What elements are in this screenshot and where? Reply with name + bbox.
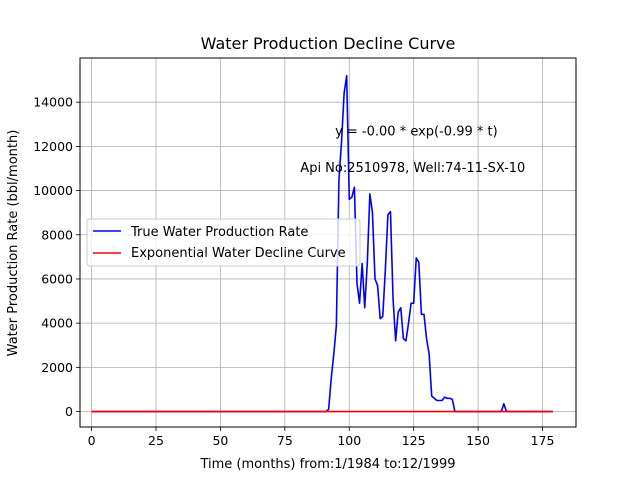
ticks: 0 25 50 75 100 125 150 175 0 2000 4000 6000 8000 1000…	[33, 95, 554, 448]
chart-title: Water Production Decline Curve	[201, 34, 456, 53]
y-axis-label: Water Production Rate (bbl/month)	[6, 130, 21, 357]
y-tick-label: 0	[65, 404, 73, 419]
plot-frame	[79, 57, 577, 428]
y-tick-label: 4000	[41, 316, 73, 331]
x-tick-label: 125	[402, 433, 426, 448]
x-tick-label: 75	[277, 433, 293, 448]
annotation-1: Api No:2510978, Well:74-11-SX-10	[300, 161, 525, 176]
x-tick-label: 100	[337, 433, 361, 448]
x-tick-label: 175	[531, 433, 555, 448]
y-tick-label: 6000	[41, 271, 73, 286]
y-tick-label: 10000	[33, 183, 73, 198]
x-tick-label: 25	[148, 433, 164, 448]
y-tick-label: 14000	[33, 95, 73, 110]
legend: True Water Production Rate Exponential W…	[86, 218, 361, 267]
x-tick-label: 50	[212, 433, 228, 448]
series-line-0	[91, 74, 553, 413]
legend-label-true-water: True Water Production Rate	[130, 225, 308, 240]
x-tick-label: 150	[466, 433, 490, 448]
annotation-0: y = -0.00 * exp(-0.99 * t)	[335, 124, 498, 139]
x-tick-label: 0	[88, 433, 96, 448]
legend-box	[86, 218, 361, 267]
annotations: y = -0.00 * exp(-0.99 * t) Api No:2510978…	[300, 124, 525, 175]
series-layer	[91, 74, 553, 413]
x-axis-label: Time (months) from:1/1984 to:12/1999	[199, 457, 455, 472]
y-tick-label: 12000	[33, 139, 73, 154]
y-tick-label: 2000	[41, 360, 73, 375]
y-tick-label: 8000	[41, 227, 73, 242]
legend-label-exponential: Exponential Water Decline Curve	[131, 246, 346, 261]
